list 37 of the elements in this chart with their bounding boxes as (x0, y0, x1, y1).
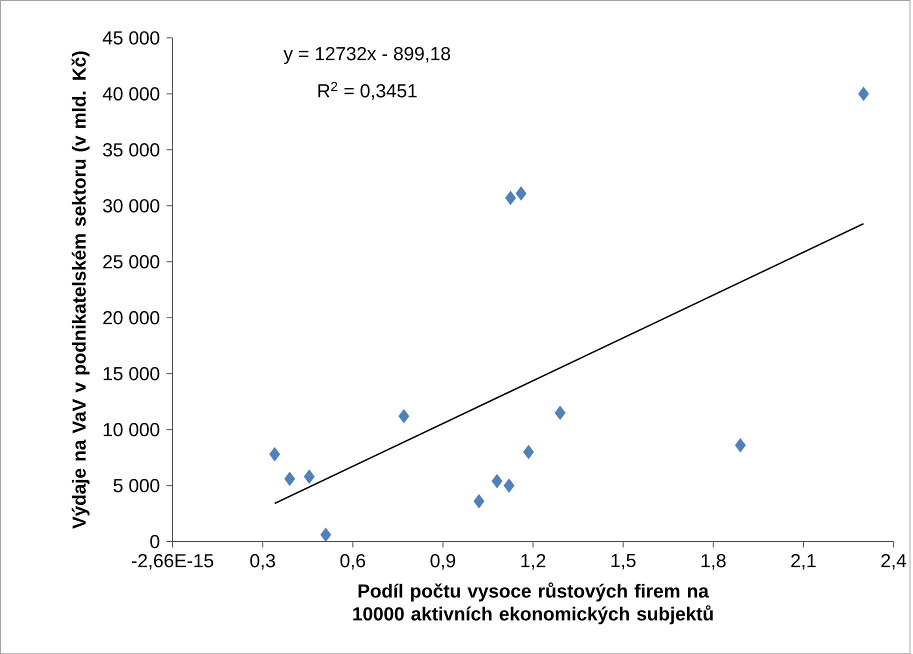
x-tick-label: 1,2 (521, 554, 546, 570)
point (304, 469, 315, 484)
x-tick-label: -2,66E-15 (132, 554, 214, 570)
y-tick-label: 15 000 (104, 366, 160, 380)
y-tick-label: 25 000 (103, 254, 160, 268)
point (284, 472, 296, 486)
point (398, 408, 410, 424)
annotation: R$^{2}$ = 0,3451 (318, 82, 417, 100)
x-tick-label: 2,4 (881, 554, 906, 570)
y-tick-label: 0 (150, 534, 160, 548)
x-axis-title: Podíl počtu vysoce růstových firem na 10000 aktivních ekonomických subjektů (353, 582, 713, 624)
y-tick-label: 30 000 (103, 198, 160, 212)
x-tick-label: 0,9 (430, 554, 456, 570)
x-tick-label: 2,1 (791, 554, 816, 570)
point (516, 186, 526, 201)
y-axis-title: Výdaje na VaV v podnikatelském sektoru (v mld. Kč) (72, 51, 90, 529)
y-tick-label: 10 000 (104, 422, 160, 436)
y-tick-label: 40 000 (102, 87, 160, 100)
x-tick-label: 0,6 (340, 554, 366, 570)
point (734, 438, 746, 452)
point (858, 86, 869, 101)
point (554, 406, 566, 420)
point (269, 446, 280, 462)
x-tick-label: 0,3 (250, 554, 275, 570)
y-tick-label: 45 000 (102, 31, 160, 44)
point (504, 478, 514, 493)
x-tick-label: 1,5 (612, 554, 636, 570)
y-tick-label: 20 000 (103, 310, 160, 324)
annotation: y = 12732x - 899,18 (284, 46, 450, 64)
point (320, 528, 332, 542)
y-tick-label: 35 000 (103, 143, 160, 156)
x-tick-label: 1,8 (702, 554, 726, 570)
y-tick-label: 5 000 (114, 478, 160, 492)
point (474, 494, 484, 508)
point (523, 444, 534, 460)
point (492, 474, 502, 488)
point (505, 190, 516, 206)
